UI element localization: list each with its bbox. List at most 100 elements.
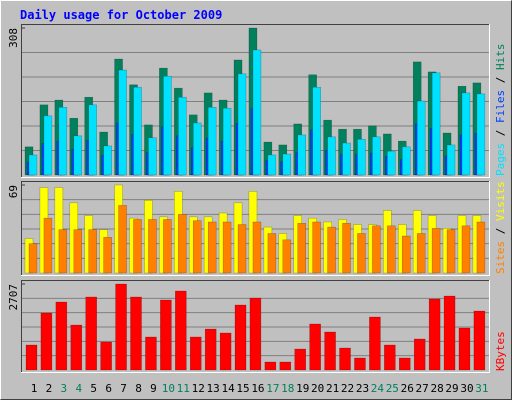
bar <box>357 233 366 274</box>
bar <box>234 304 247 371</box>
x-tick-label: 15 <box>236 382 249 395</box>
bar <box>115 283 127 371</box>
bar <box>416 233 426 274</box>
bar <box>354 357 366 371</box>
bar <box>88 104 97 176</box>
bar <box>43 115 53 176</box>
bar <box>264 361 277 371</box>
x-tick-label: 5 <box>90 382 97 395</box>
x-tick-label: 31 <box>475 382 488 395</box>
bar <box>387 150 396 176</box>
legend-entry: Hits <box>494 44 507 71</box>
bar <box>252 49 262 176</box>
bar <box>28 243 38 274</box>
bar <box>207 106 217 176</box>
x-tick-label: 28 <box>430 382 443 395</box>
x-tick-label: 6 <box>105 382 112 395</box>
bar <box>222 221 232 274</box>
plot-bevel-dark <box>21 280 490 373</box>
bar <box>431 228 441 274</box>
legend-separator: / <box>494 70 507 90</box>
x-tick-label: 3 <box>61 382 68 395</box>
bar <box>312 86 321 176</box>
bar <box>369 316 381 371</box>
plot-bevel-light <box>21 24 490 178</box>
y-tick-label: 69 <box>7 185 20 198</box>
bar <box>237 224 247 274</box>
bar <box>133 219 142 274</box>
bar <box>372 225 381 274</box>
bar <box>118 205 127 274</box>
x-tick-label: 11 <box>177 382 190 395</box>
bar <box>446 229 456 274</box>
bar <box>297 223 306 274</box>
bar <box>267 233 277 274</box>
bar <box>399 357 411 371</box>
bar <box>387 225 396 274</box>
bar <box>118 69 127 176</box>
bar <box>133 86 142 176</box>
bar <box>88 229 97 274</box>
bar <box>103 145 112 176</box>
legend-entry: Files <box>494 90 507 123</box>
legend-entry: Pages <box>494 143 507 176</box>
x-tick-label: 4 <box>75 382 82 395</box>
x-tick-label: 10 <box>162 382 175 395</box>
x-tick-label: 20 <box>311 382 324 395</box>
legend-entry: KBytes <box>494 331 507 371</box>
bar <box>357 138 366 176</box>
legend-entry: Visits <box>494 181 507 221</box>
plot-bevel-dark <box>21 181 490 276</box>
bar <box>192 122 202 176</box>
legend: Pages / Files / Hits <box>494 44 507 177</box>
bar <box>58 106 68 176</box>
x-tick-label: 2 <box>46 382 53 395</box>
bar <box>312 221 321 274</box>
x-tick-label: 21 <box>326 382 339 395</box>
bar <box>249 297 262 371</box>
bar <box>279 361 292 371</box>
bar <box>189 336 202 371</box>
legend: Sites / Visits <box>494 181 507 274</box>
bar <box>222 107 232 176</box>
bar <box>40 312 53 371</box>
bar <box>324 331 336 371</box>
bar <box>103 237 112 274</box>
x-tick-label: 22 <box>341 382 354 395</box>
x-tick-label: 16 <box>251 382 264 395</box>
x-tick-label: 23 <box>356 382 369 395</box>
x-tick-label: 8 <box>135 382 142 395</box>
y-tick-label: 308 <box>7 28 20 48</box>
bar <box>163 219 172 274</box>
bar <box>237 73 247 176</box>
x-tick-label: 1 <box>31 382 38 395</box>
bar <box>446 144 456 176</box>
legend: KBytes <box>494 331 507 371</box>
bar <box>294 348 306 371</box>
bar <box>402 146 411 176</box>
plot-bevel-dark <box>21 24 490 178</box>
bar <box>342 223 351 274</box>
chart-title: Daily usage for October 2009 <box>20 8 222 22</box>
bar <box>413 338 426 371</box>
x-tick-label: 19 <box>296 382 309 395</box>
x-tick-label: 26 <box>401 382 414 395</box>
x-tick-label: 7 <box>120 382 127 395</box>
x-tick-label: 14 <box>221 382 235 395</box>
bar <box>25 344 38 371</box>
bar <box>384 344 396 371</box>
x-tick-label: 9 <box>150 382 157 395</box>
bar <box>178 96 187 176</box>
bar <box>473 310 486 371</box>
bar <box>130 296 142 371</box>
bar <box>85 296 97 371</box>
bar <box>145 336 157 371</box>
x-tick-label: 12 <box>192 382 205 395</box>
x-tick-label: 29 <box>445 382 458 395</box>
legend-separator: / <box>494 221 507 241</box>
bar <box>160 299 172 371</box>
bar <box>476 221 486 274</box>
bar <box>282 153 292 176</box>
bar <box>58 229 68 274</box>
